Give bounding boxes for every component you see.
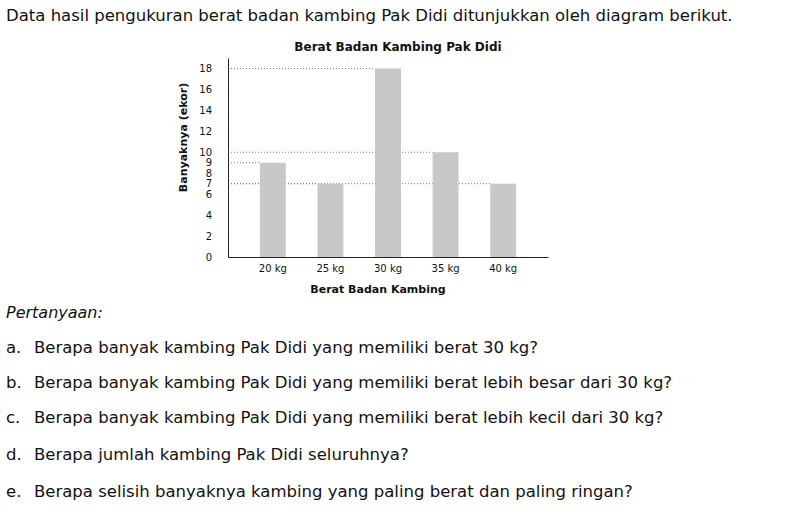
y-tick: 10 xyxy=(199,147,228,158)
x-axis-line xyxy=(229,257,549,258)
y-tick-label: 7 xyxy=(206,178,212,189)
question-text: Berapa banyak kambing Pak Didi yang memi… xyxy=(34,408,663,427)
question-label: a. xyxy=(6,338,21,357)
bar xyxy=(317,184,343,257)
x-tick: 30 kg xyxy=(374,257,402,274)
question-label: d. xyxy=(6,445,22,464)
y-tick-label: 2 xyxy=(206,231,212,242)
y-tick-label: 6 xyxy=(206,189,212,200)
background xyxy=(0,0,802,512)
x-axis-title: Berat Badan Kambing xyxy=(310,283,445,296)
y-tick: 7 xyxy=(206,178,228,189)
y-tick-label: 10 xyxy=(199,147,212,158)
y-axis-line xyxy=(228,59,229,258)
y-tick-label: 9 xyxy=(206,157,212,168)
question-text: Berapa selisih banyaknya kambing yang pa… xyxy=(34,482,633,501)
question-label: b. xyxy=(6,373,22,392)
chart-title: Berat Badan Kambing Pak Didi xyxy=(294,40,501,54)
y-tick-label: 18 xyxy=(199,63,212,74)
x-tick: 40 kg xyxy=(489,257,517,274)
question-label: c. xyxy=(6,408,20,427)
y-tick: 9 xyxy=(206,157,228,168)
page: Data hasil pengukuran berat badan kambin… xyxy=(0,0,802,512)
y-tick-label: 8 xyxy=(206,168,212,179)
y-tick: 14 xyxy=(199,105,228,116)
x-tick-label: 35 kg xyxy=(432,263,460,274)
x-tick: 35 kg xyxy=(432,257,460,274)
bar xyxy=(490,184,516,257)
bars xyxy=(260,68,516,257)
y-tick: 6 xyxy=(206,189,228,200)
reference-line xyxy=(228,152,433,153)
y-axis: 0 2 4 678910 12 14 16 18 xyxy=(199,59,228,263)
question-text: Berapa banyak kambing Pak Didi yang memi… xyxy=(34,338,538,357)
reference-line xyxy=(228,162,260,163)
x-tick: 25 kg xyxy=(316,257,344,274)
header: Data hasil pengukuran berat badan kambin… xyxy=(6,6,733,25)
y-tick: 0 xyxy=(206,252,228,263)
x-tick: 20 kg xyxy=(259,257,287,274)
y-tick: 4 xyxy=(206,210,228,221)
bar xyxy=(375,68,401,257)
y-tick: 12 xyxy=(199,126,228,137)
y-tick-label: 4 xyxy=(206,210,212,221)
question-text: Berapa jumlah kambing Pak Didi seluruhny… xyxy=(34,445,409,464)
x-tick-label: 20 kg xyxy=(259,263,287,274)
y-tick: 16 xyxy=(199,84,228,95)
questions-heading: Pertanyaan: xyxy=(6,303,103,322)
y-tick-label: 12 xyxy=(199,126,212,137)
y-tick-label: 0 xyxy=(206,252,212,263)
x-axis: 20 kg 25 kg 30 kg 35 kg 40 kg xyxy=(229,257,549,274)
y-tick: 2 xyxy=(206,231,228,242)
bar xyxy=(433,152,459,257)
bar xyxy=(260,163,286,257)
y-tick-label: 16 xyxy=(199,84,212,95)
question-text: Berapa banyak kambing Pak Didi yang memi… xyxy=(34,373,672,392)
question-label: e. xyxy=(6,482,21,501)
y-axis-title: Banyaknya (ekor) xyxy=(177,83,190,192)
x-tick-label: 25 kg xyxy=(316,263,344,274)
reference-line xyxy=(228,68,375,69)
y-tick: 8 xyxy=(206,168,228,179)
x-tick-label: 40 kg xyxy=(489,263,517,274)
x-tick-label: 30 kg xyxy=(374,263,402,274)
y-tick-label: 14 xyxy=(199,105,212,116)
y-tick: 18 xyxy=(199,63,228,74)
